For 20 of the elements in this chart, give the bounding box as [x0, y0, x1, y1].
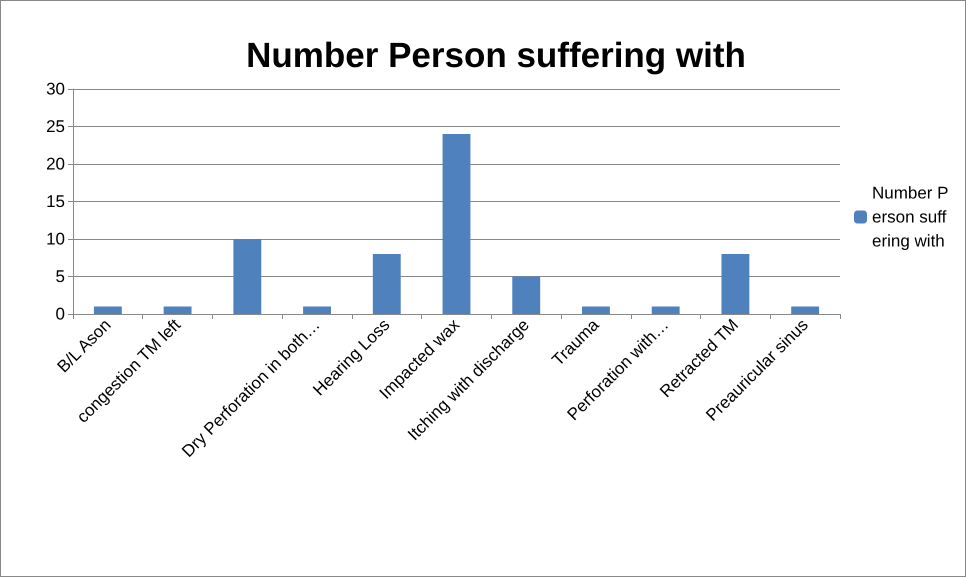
bar	[442, 134, 470, 314]
y-tick-label: 20	[46, 154, 65, 174]
y-tick-label: 0	[56, 304, 65, 324]
bar	[372, 254, 401, 314]
bar	[512, 276, 540, 314]
legend-label: Number Person suffering with	[872, 184, 949, 250]
y-tick-label: 10	[46, 230, 65, 248]
bar	[233, 239, 262, 314]
bar	[164, 306, 192, 314]
bar	[303, 306, 331, 314]
y-tick-label: 15	[46, 192, 65, 211]
y-tick-label: 30	[46, 80, 65, 98]
bar	[652, 306, 680, 314]
y-tick-label: 5	[56, 267, 65, 286]
bar	[94, 306, 122, 314]
bar	[582, 306, 610, 314]
bar	[791, 306, 820, 314]
y-tick-label: 25	[46, 117, 65, 136]
bar	[721, 254, 750, 314]
chart-title: Number Person suffering with	[246, 36, 746, 75]
